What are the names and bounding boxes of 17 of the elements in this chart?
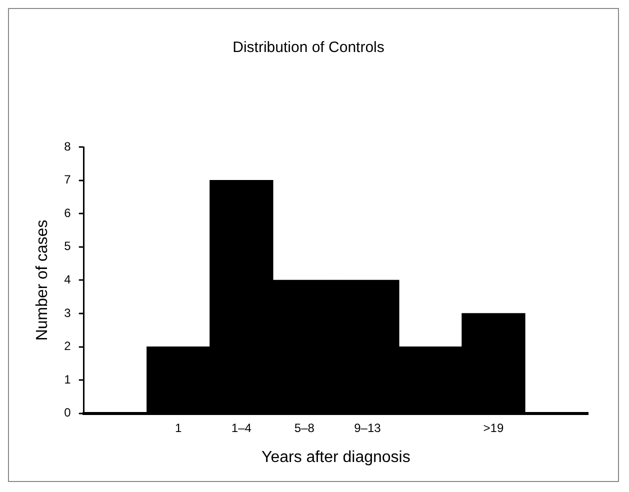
y-tick-label: 0 xyxy=(64,406,72,420)
x-tick-label: 1 xyxy=(175,420,182,435)
y-tick-label: 5 xyxy=(64,239,72,254)
x-tick-label: 9–13 xyxy=(354,420,382,435)
chart-title: Distribution of Controls xyxy=(232,39,384,56)
y-tick-label: 3 xyxy=(64,306,72,320)
y-tick-label: 1 xyxy=(64,372,72,386)
x-tick-label: >19 xyxy=(483,420,504,435)
x-tick-label: 1–4 xyxy=(231,420,252,435)
y-tick-label: 7 xyxy=(64,172,72,187)
x-tick-label: 5–8 xyxy=(294,420,315,435)
x-axis-title: Years after diagnosis xyxy=(262,448,410,466)
y-tick-label: 8 xyxy=(64,139,72,154)
y-tick-label: 2 xyxy=(64,339,72,354)
y-axis-title: Number of cases xyxy=(34,220,52,341)
y-tick-label: 6 xyxy=(64,206,72,220)
y-tick-label: 4 xyxy=(64,272,72,287)
